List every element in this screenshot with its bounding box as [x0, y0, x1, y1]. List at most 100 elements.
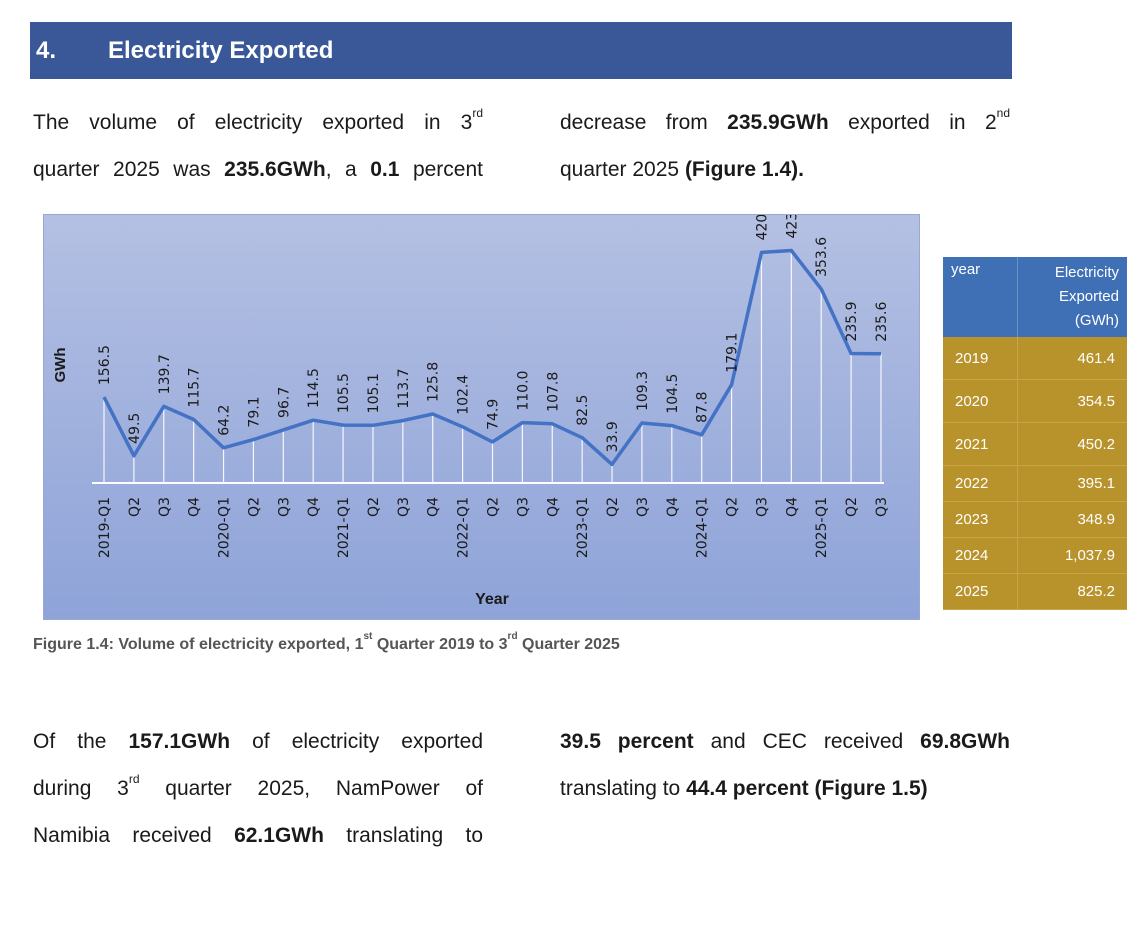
x-tick-label: 2020-Q1	[217, 497, 233, 558]
x-tick-label: 2021-Q1	[336, 497, 352, 558]
data-label: 33.9	[605, 421, 621, 452]
data-label: 114.5	[306, 368, 322, 408]
x-tick-label: Q2	[366, 497, 382, 517]
table-row: 2021 450.2	[943, 422, 1127, 466]
data-label: 49.5	[127, 413, 143, 444]
table-header-year: year	[943, 257, 1018, 337]
table-cell-year: 2025	[943, 573, 1018, 610]
x-tick-label: Q3	[754, 497, 770, 517]
outro-line-5: translating to 44.4 percent (Figure 1.5)	[560, 777, 928, 800]
x-tick-label: Q3	[515, 497, 531, 517]
table-cell-value: 461.4	[1017, 337, 1127, 380]
chart-svg: 156.5 49.5 139.7 115.7 64.2 79.1 96.7 114.5 105.…	[52, 198, 890, 608]
x-tick-label: Q2	[127, 497, 143, 517]
x-tick-label: Q4	[426, 497, 442, 517]
table-cell-year: 2021	[943, 422, 1018, 466]
export-line-chart: 156.5 49.5 139.7 115.7 64.2 79.1 96.7 114.5 105.…	[43, 198, 920, 620]
data-label: 420.2	[754, 215, 770, 240]
x-tick-label: Q4	[545, 497, 561, 517]
data-label: 96.7	[276, 387, 292, 418]
data-label: 79.1	[246, 396, 262, 427]
intro-line-1: The volume of electricity exported in 3r…	[33, 106, 483, 134]
data-label: 179.1	[725, 333, 741, 373]
x-tick-label: 2023-Q1	[575, 497, 591, 558]
data-label: 64.2	[217, 405, 233, 436]
outro-paragraph-right: 39.5 percent and CEC received 69.8GWh tr…	[560, 718, 1010, 812]
x-tick-label: Q4	[187, 497, 203, 517]
outro-paragraph-left: Of the 157.1GWh of electricity exported …	[33, 718, 483, 859]
x-tick-label: Q4	[306, 497, 322, 517]
figure-caption: Figure 1.4: Volume of electricity export…	[33, 630, 620, 653]
x-tick-label: Q3	[276, 497, 292, 517]
table-cell-year: 2020	[943, 379, 1018, 423]
x-tick-label: 2025-Q1	[814, 497, 830, 558]
data-label: 115.7	[187, 367, 203, 407]
x-tick-label: Q2	[725, 497, 741, 517]
data-label: 107.8	[545, 372, 561, 412]
table-cell-value: 395.1	[1017, 465, 1127, 502]
x-tick-label: Q3	[635, 497, 651, 517]
section-title: Electricity Exported	[108, 36, 334, 64]
table-row: 2019 461.4	[943, 337, 1127, 380]
section-number: 4.	[36, 36, 57, 64]
data-label: 82.5	[575, 395, 591, 426]
x-tick-label: Q3	[396, 497, 412, 517]
table-cell-value: 1,037.9	[1017, 537, 1127, 574]
data-label: 156.5	[97, 345, 113, 385]
intro-line-2: quarter 2025 was 235.6GWh, a 0.1 percent	[33, 158, 483, 181]
table-cell-year: 2024	[943, 537, 1018, 574]
table-cell-year: 2022	[943, 465, 1018, 502]
x-tick-label: Q3	[874, 497, 890, 517]
x-tick-label: 2024-Q1	[695, 497, 711, 558]
data-label: 105.5	[336, 373, 352, 413]
x-tick-label: Q2	[844, 497, 860, 517]
x-tick-label: Q2	[486, 497, 502, 517]
table-header-row: year Electricity Exported (GWh)	[943, 257, 1127, 337]
data-label: 125.8	[426, 362, 442, 402]
table-cell-value: 825.2	[1017, 573, 1127, 610]
y-axis-label: GWh	[52, 348, 69, 383]
data-label: 110.0	[515, 371, 531, 411]
x-tick-label: 2022-Q1	[456, 497, 472, 558]
table-row: 2023 348.9	[943, 501, 1127, 538]
x-tick-label: Q4	[665, 497, 681, 517]
table-row: 2022 395.1	[943, 465, 1127, 502]
x-tick-label: Q4	[784, 497, 800, 517]
data-label: 113.7	[396, 369, 412, 409]
data-labels: 156.5 49.5 139.7 115.7 64.2 79.1 96.7 114.5 105.…	[97, 198, 890, 452]
annual-exports-table: year Electricity Exported (GWh) 2019 461.…	[943, 257, 1127, 610]
data-label: 139.7	[157, 354, 173, 394]
tick-labels: 2019-Q1 Q2 Q3 Q4 2020-Q1 Q2 Q3 Q4 2021-Q1 Q2 Q3 Q4 2…	[97, 497, 890, 558]
intro-paragraph-right: decrease from 235.9GWh exported in 2nd q…	[560, 99, 1010, 193]
x-tick-label: 2019-Q1	[97, 497, 113, 558]
data-label: 87.8	[695, 392, 711, 423]
intro-line-3: decrease from 235.9GWh exported in 2nd	[560, 106, 1010, 134]
intro-line-4: quarter 2025 (Figure 1.4).	[560, 158, 804, 181]
data-label: 102.4	[456, 375, 472, 415]
x-tick-label: Q3	[157, 497, 173, 517]
x-tick-label: Q2	[246, 497, 262, 517]
data-label: 74.9	[486, 399, 502, 430]
table-cell-value: 354.5	[1017, 379, 1127, 423]
intro-paragraph-left: The volume of electricity exported in 3r…	[33, 99, 483, 193]
table-header-exported: Electricity Exported (GWh)	[1017, 257, 1127, 337]
table-cell-value: 348.9	[1017, 501, 1127, 538]
table-row: 2025 825.2	[943, 573, 1127, 610]
data-label: 235.9	[844, 301, 860, 341]
table-row: 2020 354.5	[943, 379, 1127, 423]
outro-line-2: during 3rd quarter 2025, NamPower of	[33, 772, 484, 800]
section-banner: 4. Electricity Exported	[30, 22, 1012, 79]
outro-line-4: 39.5 percent and CEC received 69.8GWh	[560, 730, 1010, 753]
outro-line-1: Of the 157.1GWh of electricity exported	[33, 730, 483, 753]
x-tick-label: Q2	[605, 497, 621, 517]
data-label: 423.6	[784, 215, 800, 239]
x-axis-label: Year	[475, 591, 509, 608]
data-label: 105.1	[366, 373, 382, 413]
table-cell-value: 450.2	[1017, 422, 1127, 466]
table-row: 2024 1,037.9	[943, 537, 1127, 574]
data-label: 104.5	[665, 374, 681, 414]
data-label: 109.3	[635, 371, 651, 411]
outro-line-3: Namibia received 62.1GWh translating to	[33, 824, 484, 847]
data-label: 235.6	[874, 302, 890, 342]
data-label: 353.6	[814, 237, 830, 277]
